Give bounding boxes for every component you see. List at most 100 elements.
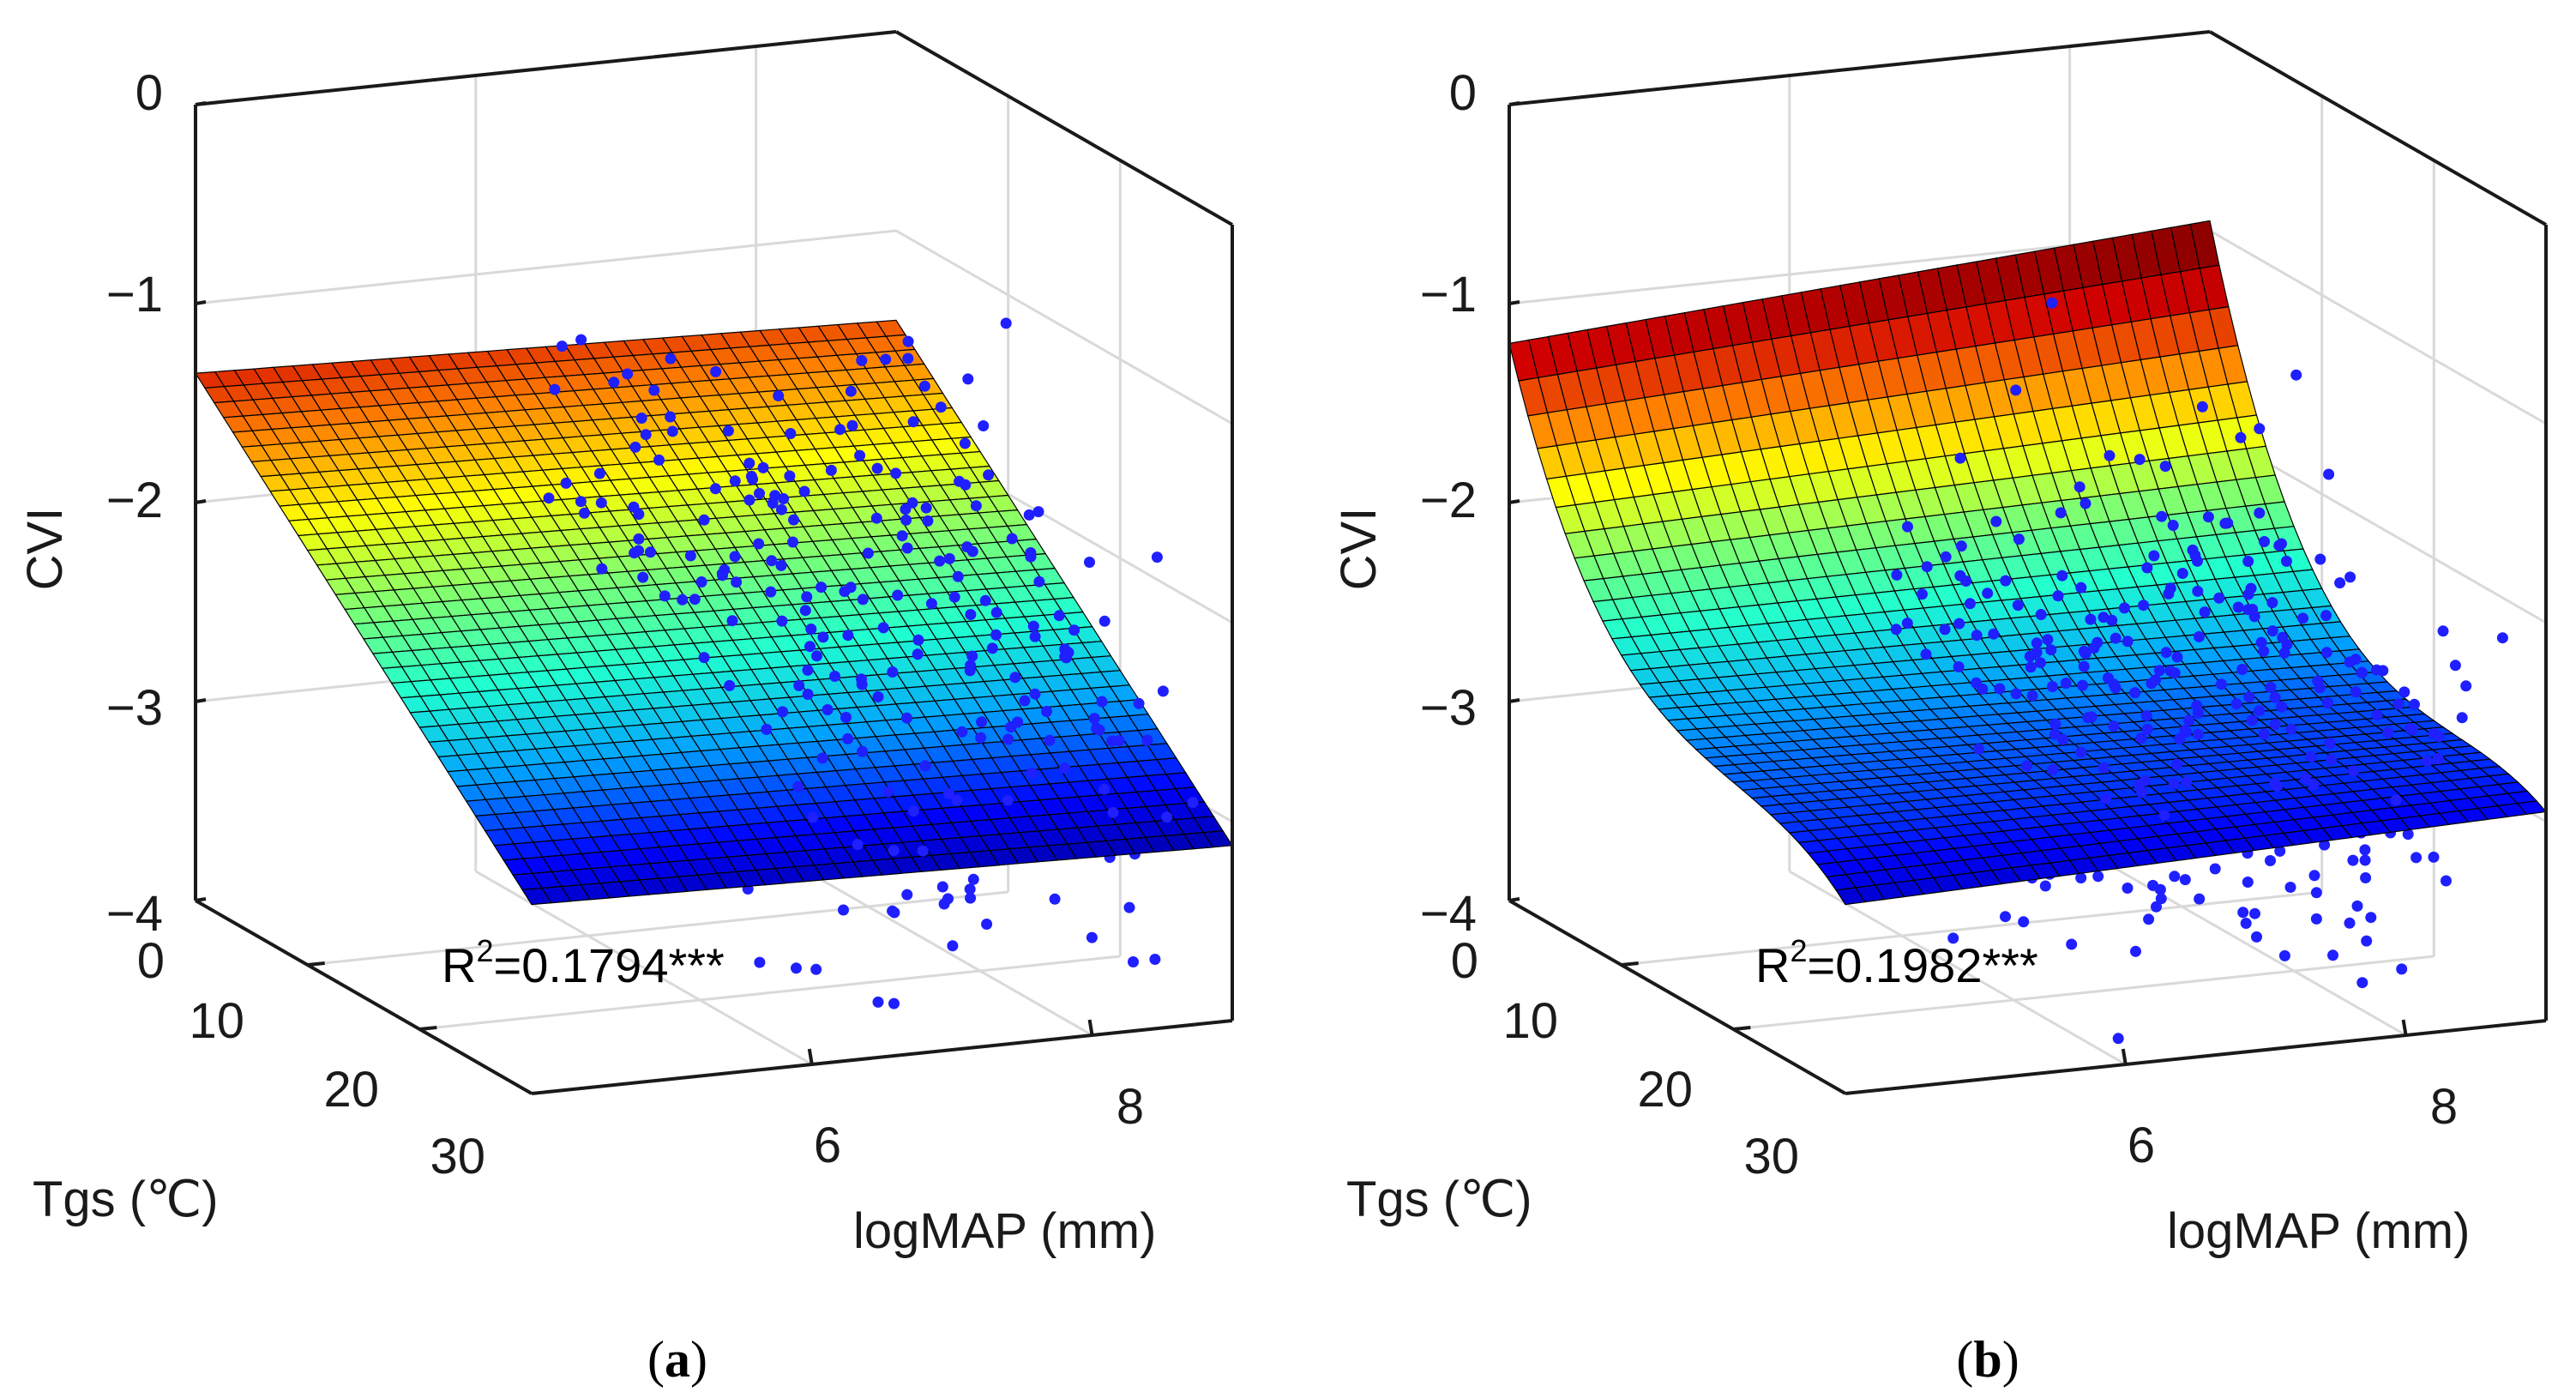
- data-point: [1041, 706, 1052, 717]
- data-point: [965, 609, 977, 620]
- data-point: [902, 335, 914, 347]
- data-point: [1029, 688, 1041, 700]
- data-point: [902, 353, 914, 365]
- data-point: [2356, 977, 2368, 989]
- data-point: [633, 533, 645, 545]
- data-point: [2398, 686, 2410, 698]
- data-point: [629, 441, 641, 453]
- data-point: [1964, 598, 1976, 610]
- tick-mark: [419, 1026, 437, 1031]
- data-point: [986, 642, 998, 654]
- data-point: [900, 503, 912, 515]
- data-point: [2209, 863, 2221, 875]
- data-point: [2169, 667, 2181, 679]
- data-point: [549, 383, 561, 395]
- data-point: [2088, 642, 2100, 654]
- data-point: [722, 425, 734, 437]
- data-point: [1068, 624, 1080, 636]
- data-point: [871, 462, 883, 474]
- data-point: [2269, 691, 2281, 703]
- data-point: [2057, 733, 2069, 745]
- tick-mark: [1508, 897, 1520, 902]
- data-point: [2356, 667, 2368, 678]
- data-point: [2110, 682, 2122, 694]
- data-point: [2265, 682, 2277, 693]
- z-tick: −3: [106, 680, 163, 736]
- data-point: [2047, 764, 2059, 775]
- data-point: [2179, 725, 2191, 736]
- data-point: [2314, 682, 2326, 694]
- data-point: [709, 483, 721, 495]
- data-point: [1128, 956, 1139, 967]
- data-point: [765, 586, 777, 598]
- data-point: [842, 630, 854, 642]
- data-point: [1141, 734, 1153, 746]
- data-point: [888, 907, 900, 919]
- data-point: [943, 552, 955, 564]
- data-point: [857, 594, 869, 606]
- data-point: [2496, 632, 2508, 644]
- data-point: [2310, 913, 2322, 925]
- data-point: [2382, 726, 2394, 738]
- tick-mark: [195, 499, 207, 504]
- data-point: [2194, 893, 2206, 905]
- data-point: [1902, 521, 1913, 533]
- panel-caption: (a): [647, 1331, 707, 1388]
- data-point: [965, 660, 977, 672]
- x-tick: 10: [1502, 993, 1558, 1049]
- data-point: [1027, 620, 1039, 632]
- data-point: [2314, 553, 2326, 565]
- data-point: [2308, 779, 2320, 791]
- data-point: [2179, 874, 2191, 886]
- data-point: [593, 467, 605, 479]
- data-point: [890, 467, 902, 479]
- x-axis-label: Tgs (℃): [1346, 1172, 1532, 1227]
- data-point: [2390, 794, 2402, 806]
- data-point: [970, 500, 982, 512]
- data-point: [653, 454, 665, 466]
- data-point: [2202, 511, 2214, 523]
- data-point: [1971, 630, 1983, 642]
- data-point: [2199, 606, 2211, 618]
- tick-mark: [307, 961, 325, 967]
- data-point: [2249, 907, 2260, 919]
- data-point: [2433, 731, 2445, 743]
- axis-edge: [895, 30, 1233, 226]
- data-point: [726, 615, 738, 627]
- data-point: [2060, 678, 2072, 690]
- x-axis-label: Tgs (℃): [33, 1172, 219, 1227]
- data-point: [773, 390, 785, 401]
- data-point: [2320, 647, 2332, 659]
- data-point: [1891, 569, 1903, 581]
- data-point: [888, 997, 900, 1009]
- data-point: [2156, 510, 2168, 522]
- data-point: [2251, 931, 2262, 943]
- data-point: [1107, 806, 1119, 818]
- data-point: [2276, 538, 2287, 550]
- data-point: [2196, 401, 2208, 413]
- data-point: [2308, 870, 2320, 882]
- data-point: [2171, 758, 2182, 770]
- data-point: [912, 648, 924, 660]
- data-point: [887, 666, 899, 678]
- data-point: [2171, 651, 2183, 663]
- data-point: [917, 845, 929, 857]
- data-point: [743, 457, 755, 469]
- data-point: [2141, 723, 2153, 735]
- data-point: [1149, 954, 1161, 965]
- data-point: [2098, 762, 2110, 774]
- data-point: [2169, 871, 2181, 883]
- data-point: [731, 576, 743, 588]
- data-point: [2351, 900, 2363, 912]
- x-tick: 0: [1451, 933, 1478, 989]
- data-point: [1960, 575, 1972, 587]
- z-tick: −3: [1420, 680, 1477, 736]
- x-tick: 10: [189, 993, 244, 1049]
- y-tick: 8: [1116, 1079, 1144, 1135]
- data-point: [852, 839, 864, 851]
- data-point: [2254, 507, 2266, 519]
- data-point: [1990, 515, 2002, 527]
- data-point: [2056, 569, 2068, 582]
- data-point: [710, 365, 722, 377]
- data-point: [1133, 697, 1145, 709]
